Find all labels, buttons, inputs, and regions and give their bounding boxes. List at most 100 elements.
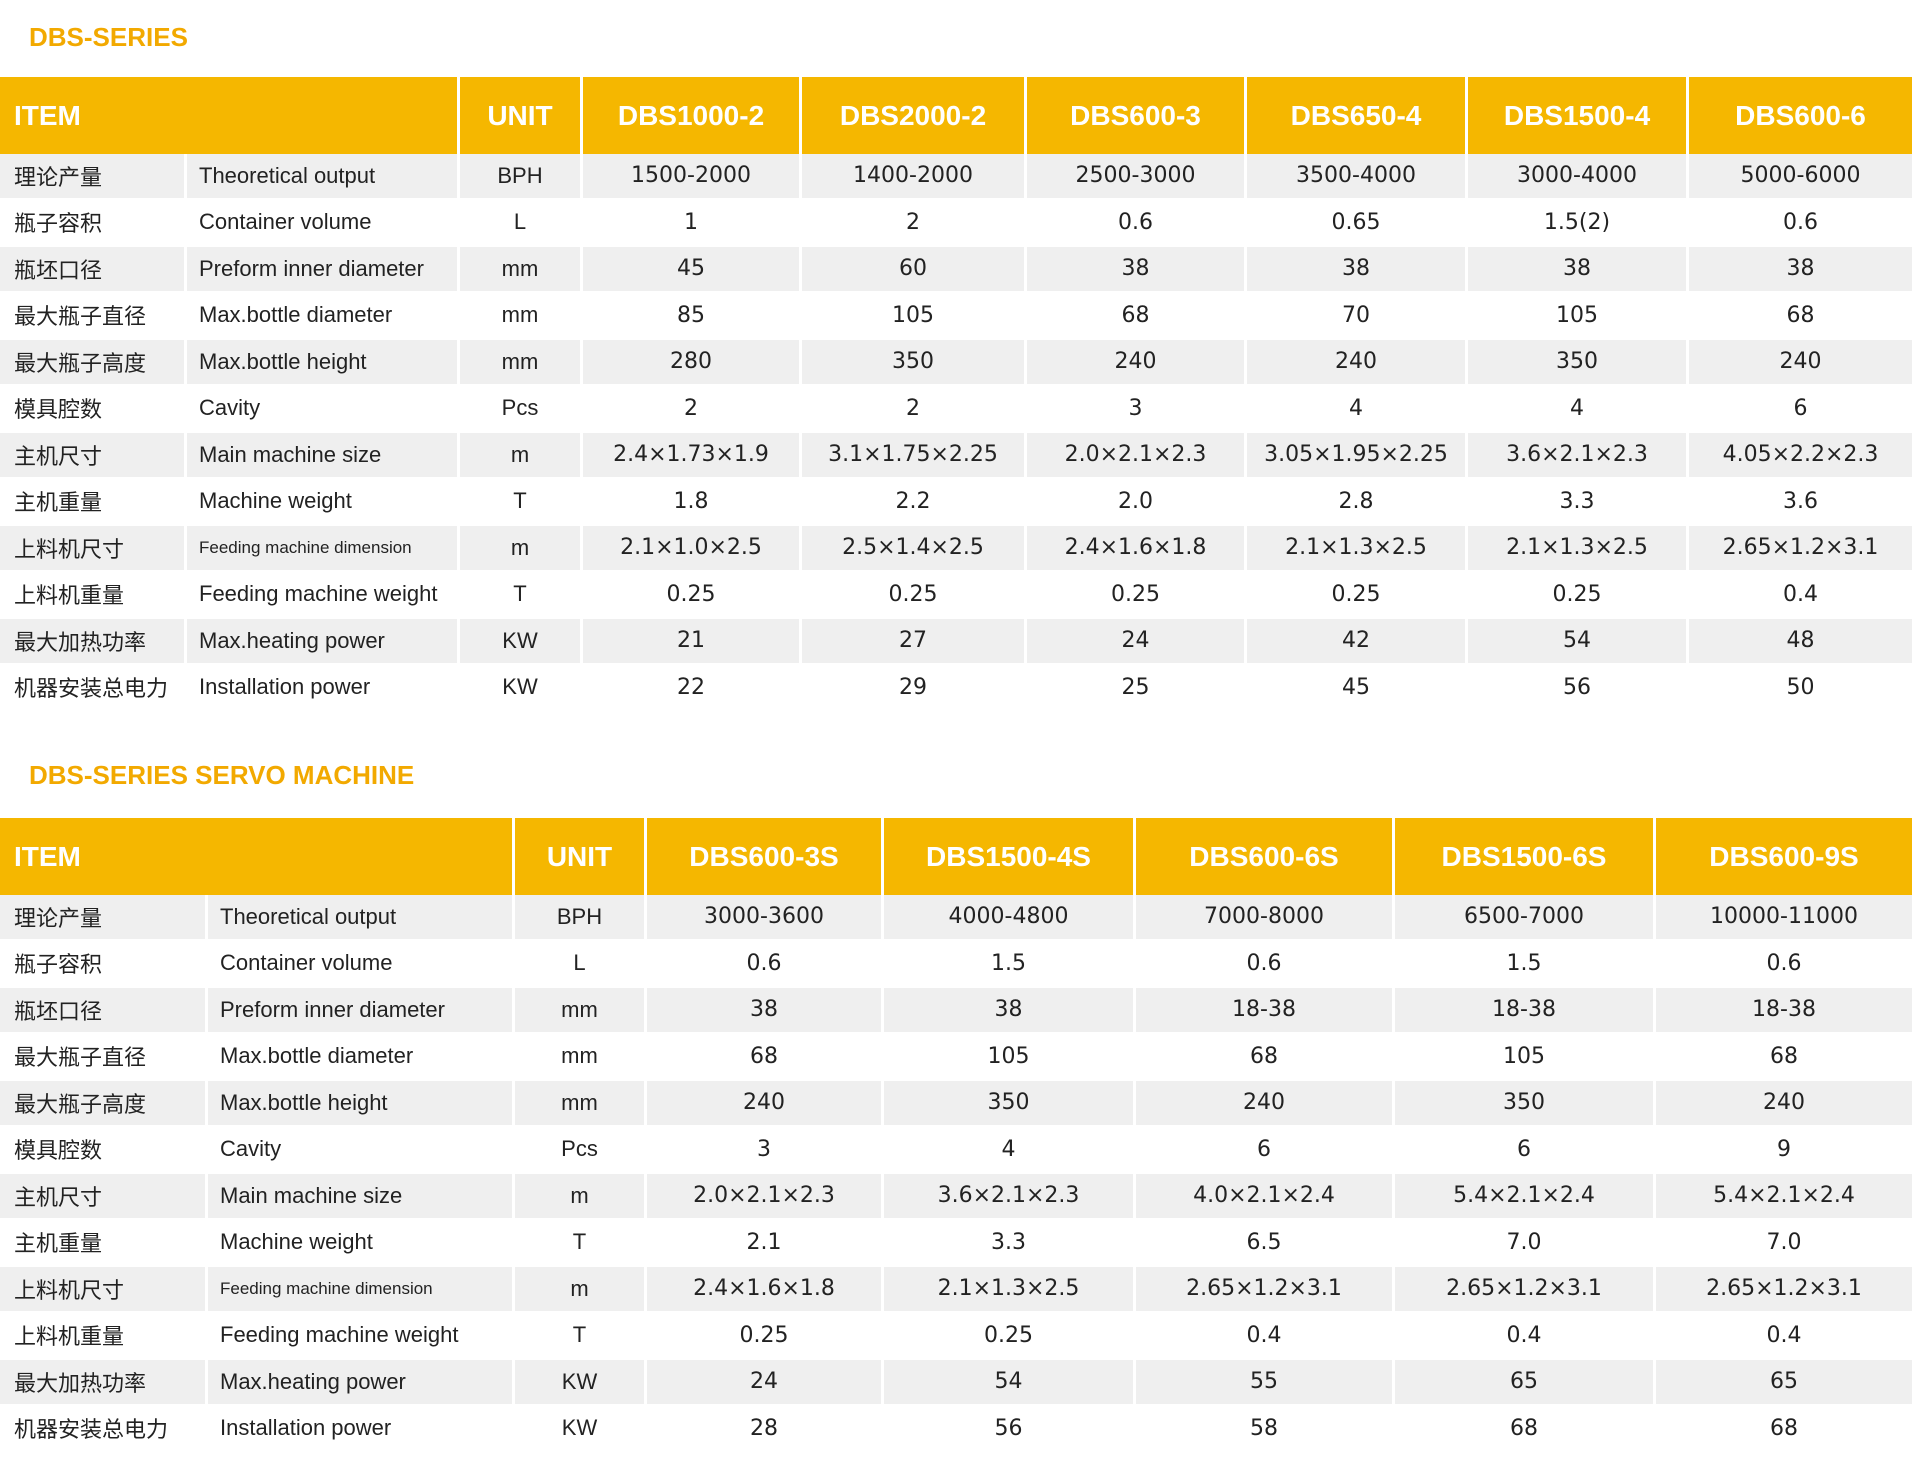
cell-unit: Pcs xyxy=(561,1136,598,1162)
cell-value: 27 xyxy=(802,619,1024,663)
cell-unit: T xyxy=(572,1322,587,1348)
cell-cn: 上料机尺寸 xyxy=(0,1267,205,1311)
cell-cn: 最大加热功率 xyxy=(0,619,184,663)
cell-value: 350 xyxy=(1395,1081,1653,1125)
header-cell: DBS600-9S xyxy=(1656,818,1912,895)
cell-en: Main machine size xyxy=(187,433,457,477)
cell-value: 350 xyxy=(884,1081,1133,1125)
cell-en: Container volume xyxy=(220,950,393,976)
cell-value: 0.6 xyxy=(1246,950,1282,976)
cell-value: 2.65×1.2×3.1 xyxy=(1395,1267,1653,1311)
cell-value: 6 xyxy=(1257,1136,1271,1162)
header-cell: DBS1500-4 xyxy=(1468,77,1686,154)
cell-value: 240 xyxy=(1656,1081,1912,1125)
header-cell: DBS650-4 xyxy=(1247,77,1465,154)
header-cell: DBS1500-6S xyxy=(1395,818,1653,895)
cell-cn: 最大瓶子直径 xyxy=(14,304,147,330)
header-cell: ITEM xyxy=(0,818,512,895)
cell-en: Machine weight xyxy=(199,488,352,514)
cell-value: 0.4 xyxy=(1766,1322,1802,1348)
cell-value: 7.0 xyxy=(1506,1229,1542,1255)
cell-cn: 上料机尺寸 xyxy=(0,526,184,570)
cell-en: Installation power xyxy=(199,674,371,700)
cell-value: 0.25 xyxy=(1331,581,1381,607)
cell-value: 2.4×1.6×1.8 xyxy=(647,1267,881,1311)
cell-value: 3000-4000 xyxy=(1468,154,1686,198)
cell-cn: 最大瓶子高度 xyxy=(0,340,184,384)
cell-cn: 机器安装总电力 xyxy=(14,1417,169,1443)
header-cell: UNIT xyxy=(460,77,580,154)
cell-value: 2.5×1.4×2.5 xyxy=(802,526,1024,570)
cell-value: 2.1×1.3×2.5 xyxy=(884,1267,1133,1311)
cell-unit: KW xyxy=(561,1415,598,1441)
cell-value: 38 xyxy=(1689,247,1912,291)
cell-value: 105 xyxy=(892,302,934,328)
cell-value: 2.2 xyxy=(895,488,931,514)
cell-value: 105 xyxy=(987,1043,1030,1069)
cell-value: 0.4 xyxy=(1246,1322,1282,1348)
cell-en: Max.bottle height xyxy=(208,1081,512,1125)
cell-unit: mm xyxy=(460,247,580,291)
cell-value: 2500-3000 xyxy=(1027,154,1244,198)
cell-value: 2.1×1.0×2.5 xyxy=(583,526,799,570)
cell-value: 3.05×1.95×2.25 xyxy=(1247,433,1465,477)
cell-value: 50 xyxy=(1786,674,1815,700)
cell-value: 105 xyxy=(1556,302,1598,328)
cell-cn: 主机尺寸 xyxy=(0,1174,205,1218)
header-cell: DBS1000-2 xyxy=(583,77,799,154)
cell-value: 48 xyxy=(1689,619,1912,663)
cell-value: 1.5 xyxy=(991,950,1026,976)
cell-cn: 上料机重量 xyxy=(14,583,125,609)
cell-unit: KW xyxy=(515,1360,644,1404)
cell-value: 2.4×1.73×1.9 xyxy=(583,433,799,477)
cell-value: 3.6×2.1×2.3 xyxy=(1468,433,1686,477)
cell-value: 0.6 xyxy=(1118,209,1153,235)
header-cell: UNIT xyxy=(515,818,644,895)
cell-value: 3.6 xyxy=(1783,488,1818,514)
cell-value: 0.6 xyxy=(746,950,782,976)
cell-value: 7000-8000 xyxy=(1136,895,1392,939)
cell-value: 6 xyxy=(1793,395,1808,421)
cell-value: 58 xyxy=(1250,1415,1278,1441)
cell-value: 4 xyxy=(1001,1136,1016,1162)
cell-en: Max.heating power xyxy=(187,619,457,663)
cell-value: 4 xyxy=(1349,395,1363,421)
cell-value: 38 xyxy=(647,988,881,1032)
cell-cn: 模具腔数 xyxy=(14,1138,103,1164)
cell-value: 56 xyxy=(1563,674,1591,700)
cell-cn: 主机尺寸 xyxy=(0,433,184,477)
cell-unit: T xyxy=(572,1229,587,1255)
cell-value: 68 xyxy=(1510,1415,1538,1441)
cell-unit: KW xyxy=(502,674,538,700)
cell-value: 45 xyxy=(1342,674,1370,700)
cell-value: 350 xyxy=(1468,340,1686,384)
cell-value: 38 xyxy=(1027,247,1244,291)
cell-value: 22 xyxy=(677,674,705,700)
cell-en: Feeding machine weight xyxy=(199,581,438,607)
cell-value: 0.25 xyxy=(739,1322,789,1348)
cell-value: 25 xyxy=(1121,674,1150,700)
cell-value: 3.6×2.1×2.3 xyxy=(884,1174,1133,1218)
header-cell: DBS600-3 xyxy=(1027,77,1244,154)
cell-value: 1.5 xyxy=(1506,950,1542,976)
cell-value: 2 xyxy=(906,209,920,235)
cell-value: 54 xyxy=(1468,619,1686,663)
cell-unit: mm xyxy=(515,1081,644,1125)
cell-value: 3 xyxy=(1128,395,1143,421)
cell-value: 5.4×2.1×2.4 xyxy=(1656,1174,1912,1218)
cell-unit: m xyxy=(460,433,580,477)
cell-cn: 瓶坯口径 xyxy=(0,247,184,291)
cell-value: 2.1×1.3×2.5 xyxy=(1468,526,1686,570)
cell-value: 45 xyxy=(583,247,799,291)
cell-unit: T xyxy=(513,488,527,514)
cell-value: 0.25 xyxy=(888,581,938,607)
header-cell: DBS600-6S xyxy=(1136,818,1392,895)
cell-en: Preform inner diameter xyxy=(187,247,457,291)
cell-cn: 瓶子容积 xyxy=(14,211,103,237)
cell-value: 6 xyxy=(1517,1136,1531,1162)
cell-value: 240 xyxy=(1136,1081,1392,1125)
cell-value: 1400-2000 xyxy=(802,154,1024,198)
cell-value: 4.05×2.2×2.3 xyxy=(1689,433,1912,477)
cell-value: 68 xyxy=(1250,1043,1278,1069)
cell-value: 2.8 xyxy=(1338,488,1374,514)
